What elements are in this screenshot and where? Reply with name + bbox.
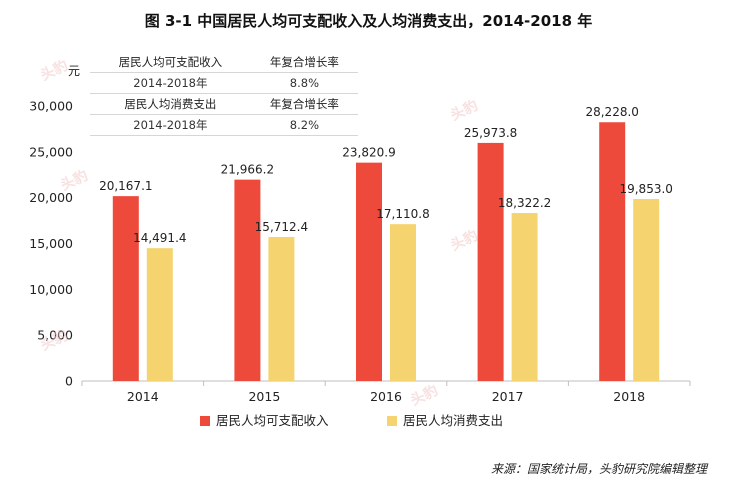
cagr-metric: 居民人均消费支出 — [90, 93, 251, 115]
legend-label: 居民人均可支配收入 — [216, 413, 329, 428]
x-tick-label: 2017 — [492, 389, 524, 404]
cagr-table: 居民人均可支配收入 年复合增长率 2014-2018年 8.8% 居民人均消费支… — [90, 52, 358, 136]
legend-label: 居民人均消费支出 — [403, 413, 503, 428]
bar-income — [599, 122, 626, 381]
x-tick-label: 2018 — [613, 389, 645, 404]
x-tick-label: 2016 — [370, 389, 402, 404]
bar-consumption — [511, 213, 538, 381]
bar-consumption — [146, 248, 173, 381]
data-label: 17,110.8 — [376, 207, 429, 221]
y-tick-label: 10,000 — [29, 282, 73, 297]
y-tick-label: 20,000 — [29, 190, 73, 205]
bar-income — [112, 196, 139, 381]
data-label: 21,966.2 — [221, 163, 274, 177]
x-tick-label: 2015 — [248, 389, 280, 404]
data-label: 14,491.4 — [133, 231, 186, 245]
cagr-row: 2014-2018年 8.8% — [90, 72, 358, 94]
cagr-metric: 居民人均可支配收入 — [90, 52, 251, 73]
data-label: 19,853.0 — [619, 182, 672, 196]
bar-income — [477, 142, 504, 381]
bar-consumption — [268, 236, 295, 381]
legend-swatch — [387, 416, 397, 426]
cagr-rate: 年复合增长率 — [250, 52, 358, 73]
bar-consumption — [390, 224, 416, 381]
bar-income — [356, 162, 382, 381]
y-tick-label: 25,000 — [29, 144, 73, 159]
y-tick-label: 15,000 — [29, 236, 73, 251]
data-label: 15,712.4 — [255, 220, 308, 234]
legend-swatch — [200, 416, 210, 426]
data-label: 23,820.9 — [342, 146, 395, 160]
cagr-rate: 8.8% — [250, 72, 358, 94]
bar-consumption — [633, 199, 660, 381]
y-tick-label: 30,000 — [29, 99, 73, 114]
cagr-row: 2014-2018年 8.2% — [90, 114, 358, 136]
source-note: 来源：国家统计局，头豹研究院编辑整理 — [490, 462, 707, 476]
cagr-metric: 2014-2018年 — [90, 114, 251, 136]
cagr-row: 居民人均消费支出 年复合增长率 — [90, 93, 358, 115]
data-label: 25,973.8 — [464, 126, 517, 140]
data-label: 28,228.0 — [585, 105, 638, 119]
x-tick-label: 2014 — [127, 389, 159, 404]
y-tick-label: 5,000 — [37, 328, 73, 343]
cagr-rate: 8.2% — [250, 114, 358, 136]
chart-title: 图 3-1 中国居民人均可支配收入及人均消费支出，2014-2018 年 — [144, 12, 593, 30]
y-tick-label: 0 — [65, 374, 73, 389]
cagr-rate: 年复合增长率 — [250, 93, 358, 115]
y-axis-unit: 元 — [68, 64, 81, 78]
data-label: 18,322.2 — [498, 196, 551, 210]
cagr-metric: 2014-2018年 — [90, 72, 251, 94]
cagr-row: 居民人均可支配收入 年复合增长率 — [90, 52, 358, 73]
bar-income — [234, 179, 261, 381]
data-label: 20,167.1 — [99, 179, 152, 193]
